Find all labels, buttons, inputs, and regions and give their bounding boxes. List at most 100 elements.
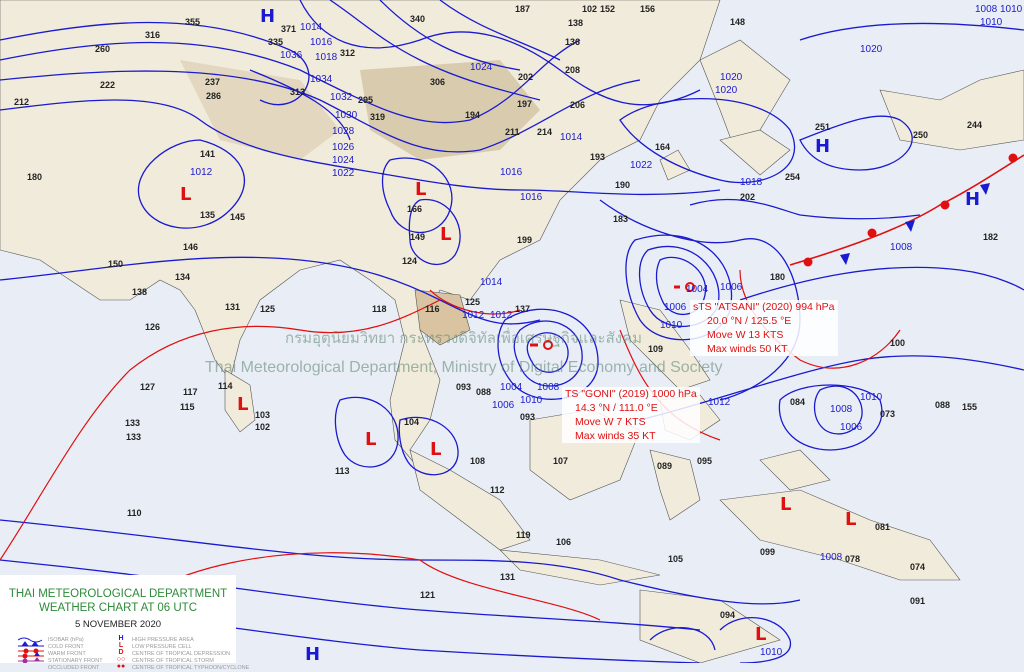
station-pressure-value: 197 [517,99,532,109]
station-pressure-value: 190 [615,180,630,190]
station-pressure-value: 131 [500,572,515,582]
cold-front [689,153,1024,267]
station-pressure-value: 127 [140,382,155,392]
isobar-label: 1012 [490,310,513,321]
cold-front-marker [980,183,990,195]
low-pressure-center: L [440,224,451,245]
station-pressure-value: 316 [145,30,160,40]
station-pressure-value: 355 [185,17,200,27]
tropical-storm-goni-icon [530,340,553,350]
station-pressure-value: 313 [290,87,305,97]
isobar-label: 1006 [664,302,687,313]
legend-date: 5 NOVEMBER 2020 [74,619,162,630]
station-pressure-value: 115 [180,402,195,412]
storm-info-atsani: sTS "ATSANI" (2020) 994 hPa 20.0 °N / 12… [690,300,838,356]
isobar-label: 1022 [630,160,653,171]
cold-front-marker [840,253,850,265]
station-pressure-value: 222 [100,80,115,90]
tropical-storm-atsani-icon [674,282,695,292]
station-pressure-value: 074 [910,562,925,572]
station-pressure-value: 100 [890,338,905,348]
legend-high: HIGH PRESSURE AREA [132,637,194,643]
station-pressure-value: 131 [225,302,240,312]
high-pressure-center: H [305,644,320,663]
station-pressure-value: 194 [465,110,480,120]
station-pressure-value: 150 [108,259,123,269]
isobar-label: 1006 [492,400,515,411]
station-pressure-value: 199 [517,235,532,245]
isobar-label: 1014 [560,132,583,143]
isobar-label: 1018 [740,177,763,188]
isobar-label: 1030 [335,110,358,121]
station-pressure-value: 148 [730,17,745,27]
station-pressure-value: 138 [132,287,147,297]
station-pressure-value: 088 [476,387,491,397]
station-pressure-value: 206 [570,100,585,110]
isobar-label: 1010 [860,392,883,403]
station-pressure-value: 149 [410,232,425,242]
isobar-label: 1016 [500,167,523,178]
depression-symbol-icon: D [118,649,124,656]
station-pressure-value: 103 [255,410,270,420]
station-pressure-value: 089 [657,461,672,471]
station-pressure-value: 166 [407,204,422,214]
typhoon-symbol-icon: ●● [116,663,126,670]
low-pressure-center: L [430,439,441,460]
station-pressure-value: 146 [183,242,198,252]
station-pressure-value: 202 [740,192,755,202]
legend-tropical-storm: CENTRE OF TROPICAL STORM [132,658,214,664]
legend-warm-front: WARM FRONT [48,651,86,657]
storm-name: TS "GONI" (2019) 1000 hPa [565,388,697,400]
storm-movement: Move W 7 KTS [575,416,646,428]
station-pressure-value: 141 [200,149,215,159]
isobar-label: 1036 [280,50,303,61]
station-pressure-value: 091 [910,596,925,606]
station-pressure-value: 099 [760,547,775,557]
station-pressure-value: 135 [200,210,215,220]
station-pressure-value: 312 [340,48,355,58]
isobar-label: 1024 [470,62,493,73]
station-pressure-value: 078 [845,554,860,564]
station-pressure-value: 121 [420,590,435,600]
isobar-label: 1020 [860,44,883,55]
storm-position: 20.0 °N / 125.5 °E [707,315,792,327]
legend-low: LOW PRESSURE CELL [132,644,192,650]
low-pressure-center: L [180,184,191,205]
storm-name: sTS "ATSANI" (2020) 994 hPa [693,301,835,313]
high-pressure-center: H [965,189,980,210]
station-pressure-value: 260 [95,44,110,54]
station-pressure-value: 306 [430,77,445,87]
storm-centers [530,282,695,350]
station-pressure-value: 109 [648,344,663,354]
isobar-label: 1008 [890,242,913,253]
legend-chart-time: WEATHER CHART AT 06 UTC [38,602,198,614]
station-pressure-value: 193 [590,152,605,162]
station-pressure-value: 211 [505,127,520,137]
isobar-label: 1004 [686,284,709,295]
station-pressure-value: 124 [402,256,417,266]
station-pressure-value: 182 [983,232,998,242]
low-pressure-center: L [780,494,791,515]
storm-movement: Move W 13 KTS [707,329,784,341]
station-pressure-value: 212 [14,97,29,107]
isobar-label: 1020 [720,72,743,83]
station-pressure-value: 133 [125,418,140,428]
station-pressure-value: 295 [358,95,373,105]
watermark-english: Thai Meteorological Department, Ministry… [205,359,723,376]
isobar-label: 1010 [660,320,683,331]
station-pressure-value: 136 [565,37,580,47]
tropical-storm-symbol-icon: ○○ [116,656,126,663]
station-pressure-value: 180 [770,272,785,282]
isobar-label: 1010 [980,17,1003,28]
station-pressure-value: 125 [260,304,275,314]
station-pressure-value: 110 [127,508,142,518]
legend-cold-front: COLD FRONT [48,644,84,650]
isobar-label: 1014 [480,277,503,288]
station-pressure-value: 155 [962,402,977,412]
legend-title: THAI METEOROLOGICAL DEPARTMENT [8,588,228,600]
station-pressure-value: 244 [967,120,982,130]
station-pressure-value: 250 [913,130,928,140]
warm-front-marker [1008,153,1018,163]
station-pressure-value: 183 [613,214,628,224]
